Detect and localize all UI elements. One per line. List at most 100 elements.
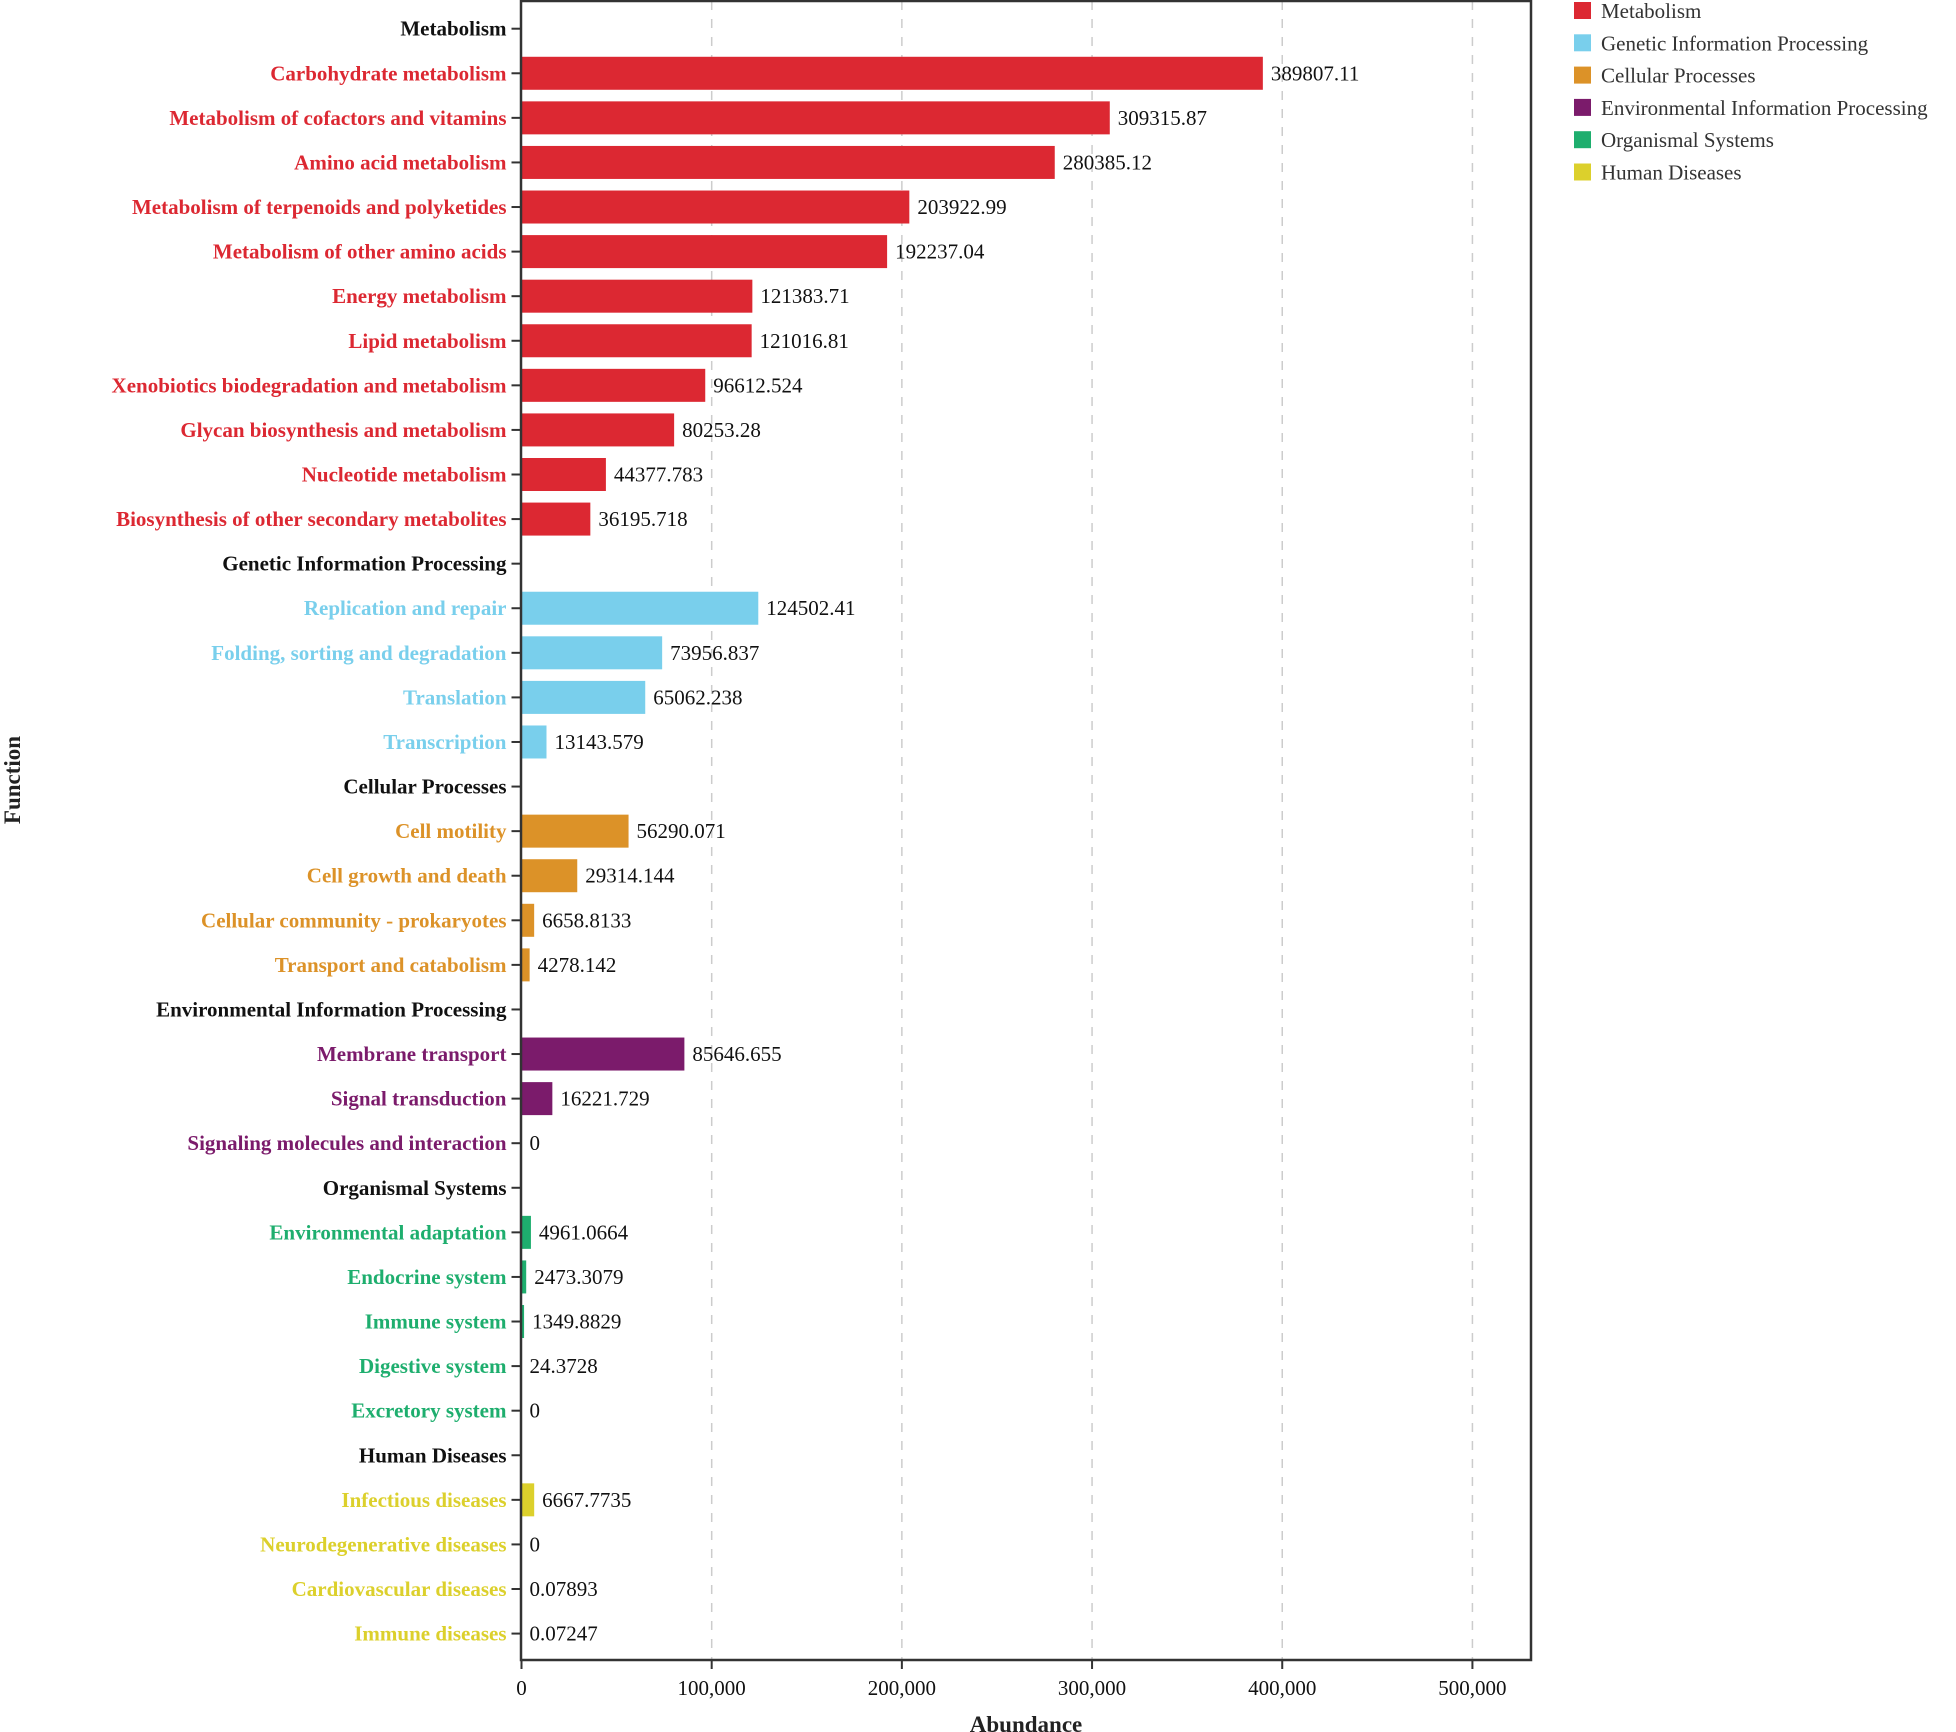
category-label: Infectious diseases [341, 1488, 506, 1512]
category-label: Excretory system [351, 1399, 507, 1423]
value-label: 2473.3079 [534, 1265, 623, 1289]
value-label: 29314.144 [585, 864, 675, 888]
value-labels: 389807.11 309315.87 280385.12 203922.99 1922… [530, 61, 1360, 1645]
legend-swatch [1574, 131, 1591, 149]
group-header-label: Genetic Information Processing [222, 552, 507, 576]
value-label: 121383.71 [760, 284, 849, 308]
x-tick-label: 200,000 [868, 1676, 936, 1700]
category-label: Neurodegenerative diseases [260, 1532, 506, 1556]
value-label: 80253.28 [682, 418, 761, 442]
bar [521, 1037, 685, 1071]
bar [521, 458, 606, 491]
group-header-label: Human Diseases [359, 1443, 507, 1467]
bar [521, 1305, 525, 1339]
bar [521, 190, 910, 224]
category-label: Endocrine system [347, 1265, 507, 1289]
category-label: Metabolism of terpenoids and polyketides [132, 195, 507, 219]
bar [521, 235, 888, 269]
category-label: Energy metabolism [332, 284, 507, 308]
group-header-label: Environmental Information Processing [156, 997, 507, 1021]
group-header-label: Metabolism [400, 17, 507, 41]
bars [521, 56, 1263, 1651]
category-label: Digestive system [359, 1354, 507, 1378]
category-label: Nucleotide metabolism [302, 463, 507, 487]
x-tick-label: 100,000 [678, 1676, 746, 1700]
category-label: Lipid metabolism [348, 329, 507, 353]
category-label: Cell motility [395, 819, 507, 843]
value-label: 0.07893 [530, 1577, 598, 1601]
bar [521, 324, 752, 358]
category-label: Translation [403, 685, 507, 709]
category-label: Immune system [365, 1310, 507, 1334]
x-tick-label: 300,000 [1058, 1676, 1126, 1700]
value-label: 13143.579 [554, 730, 643, 754]
bar [521, 725, 547, 759]
category-label: Biosynthesis of other secondary metaboli… [116, 507, 506, 531]
value-label: 1349.8829 [532, 1310, 621, 1334]
category-label: Cellular community - prokaryotes [201, 908, 506, 932]
gridlines [710, 1, 1474, 1660]
bar [521, 368, 706, 402]
bar [521, 1483, 535, 1517]
value-label: 0 [530, 1399, 541, 1423]
category-label: Glycan biosynthesis and metabolism [180, 418, 507, 442]
value-label: 4961.0664 [539, 1220, 629, 1244]
legend-swatch [1574, 2, 1591, 19]
value-label: 192237.04 [895, 240, 985, 264]
bar [521, 413, 675, 447]
value-label: 203922.99 [917, 195, 1006, 219]
category-label: Transport and catabolism [275, 953, 507, 977]
legend-swatch [1574, 34, 1591, 52]
bar [521, 903, 535, 937]
category-label: Folding, sorting and degradation [211, 641, 507, 665]
category-label: Metabolism of other amino acids [213, 240, 507, 264]
value-label: 6658.8133 [542, 908, 631, 932]
value-label: 65062.238 [653, 685, 742, 709]
bar [521, 1215, 531, 1249]
bar [521, 101, 1110, 135]
value-label: 124502.41 [766, 596, 855, 620]
bar [521, 1260, 527, 1294]
category-label: Signal transduction [331, 1087, 507, 1111]
value-label: 121016.81 [760, 329, 849, 353]
bar [521, 1082, 553, 1116]
legend-swatch [1574, 163, 1591, 181]
category-label: Membrane transport [317, 1042, 507, 1066]
category-label: Cardiovascular diseases [292, 1577, 507, 1601]
category-label: Carbohydrate metabolism [270, 61, 507, 85]
legend-label: Genetic Information Processing [1601, 31, 1869, 55]
group-header-label: Cellular Processes [343, 775, 506, 799]
legend-label: Organismal Systems [1601, 128, 1774, 152]
legend-label: Human Diseases [1601, 161, 1742, 185]
category-label: Metabolism of cofactors and vitamins [169, 106, 506, 130]
category-label: Cell growth and death [307, 864, 507, 888]
bar [521, 859, 578, 893]
value-label: 0 [530, 1131, 541, 1155]
legend-swatch [1574, 66, 1591, 84]
x-tick-label: 400,000 [1248, 1676, 1316, 1700]
plot-frame [519, 0, 1533, 1662]
bar [521, 814, 629, 848]
value-label: 280385.12 [1063, 150, 1152, 174]
value-label: 44377.783 [614, 463, 703, 487]
x-tick-label: 500,000 [1438, 1676, 1506, 1700]
bar [521, 502, 591, 536]
category-labels: Metabolism Carbohydrate metabolism Metabol… [112, 17, 522, 1646]
value-label: 4278.142 [538, 953, 617, 977]
value-label: 73956.837 [670, 641, 759, 665]
value-label: 56290.071 [637, 819, 726, 843]
x-tick-label: 0 [516, 1676, 527, 1700]
bar [521, 279, 753, 313]
value-label: 36195.718 [598, 507, 687, 531]
value-label: 96612.524 [713, 373, 803, 397]
value-label: 24.3728 [530, 1354, 598, 1378]
bar [521, 948, 530, 982]
value-label: 16221.729 [560, 1087, 649, 1111]
value-label: 6667.7735 [542, 1488, 631, 1512]
legend-label: Cellular Processes [1601, 64, 1756, 88]
bar [521, 636, 663, 670]
value-label: 0.07247 [530, 1622, 598, 1646]
legend-swatch [1574, 98, 1591, 116]
bar [521, 680, 646, 714]
